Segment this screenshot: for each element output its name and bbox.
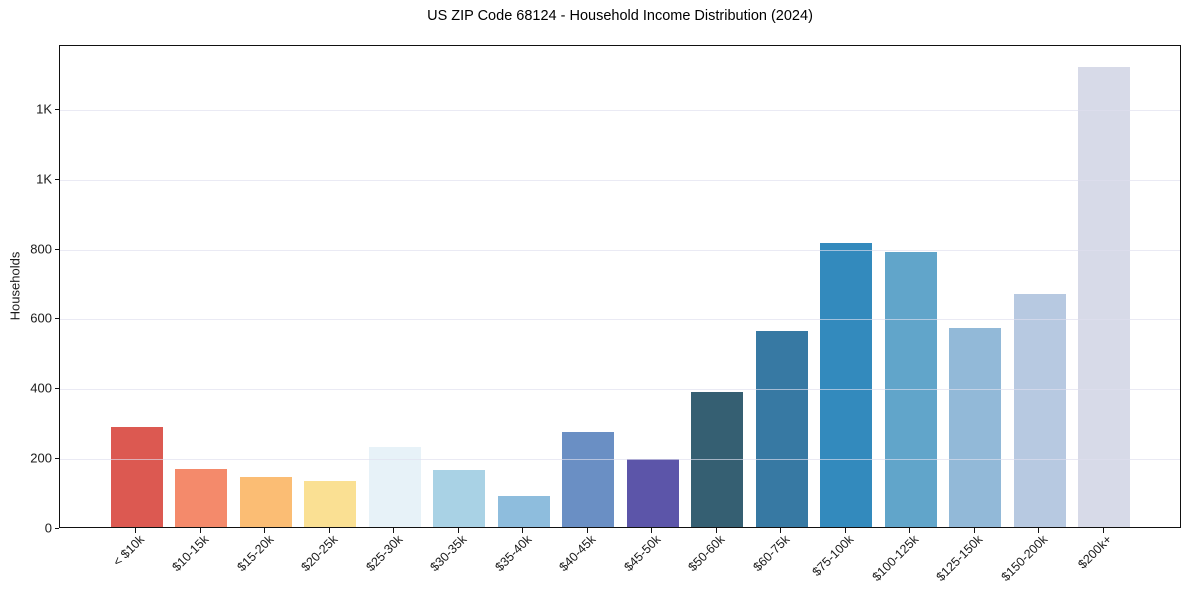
x-tick-mark	[844, 528, 846, 533]
bar	[626, 458, 679, 527]
bar	[368, 447, 421, 527]
y-tick-label: 0	[44, 520, 52, 536]
gridline	[60, 319, 1180, 321]
y-tick-mark	[55, 178, 59, 180]
y-tick-mark	[55, 108, 59, 110]
x-tick-label: < $10k	[110, 532, 147, 569]
gridline	[60, 109, 1180, 111]
gridline	[60, 459, 1180, 461]
plot-area	[59, 45, 1181, 528]
x-tick-label: $150-200k	[998, 532, 1050, 584]
bar	[1078, 67, 1131, 527]
bar	[820, 243, 873, 527]
x-tick-mark	[780, 528, 782, 533]
x-tick-mark	[1102, 528, 1104, 533]
y-tick-label: 1K	[36, 101, 52, 117]
y-tick-mark	[55, 458, 59, 460]
x-tick-label: $35-40k	[492, 532, 534, 575]
x-tick-mark	[199, 528, 201, 533]
bar	[949, 327, 1002, 527]
y-tick-label: 200	[30, 450, 52, 466]
x-tick-mark	[715, 528, 717, 533]
bar	[562, 432, 615, 527]
x-tick-mark	[909, 528, 911, 533]
bar	[304, 481, 357, 527]
bar	[497, 495, 550, 527]
x-tick-mark	[328, 528, 330, 533]
y-axis-label: Households	[7, 251, 23, 321]
x-tick-mark	[393, 528, 395, 533]
y-tick-mark	[55, 248, 59, 250]
x-tick-label: $50-60k	[685, 532, 728, 575]
x-tick-label: $10-15k	[169, 532, 212, 575]
x-tick-label: $30-35k	[427, 532, 470, 575]
y-tick-mark	[55, 318, 59, 320]
gridline	[60, 249, 1180, 251]
bar	[433, 470, 486, 527]
bar	[884, 252, 937, 527]
x-tick-label: $20-25k	[298, 532, 341, 575]
chart-title: US ZIP Code 68124 - Household Income Dis…	[427, 8, 813, 24]
y-tick-mark	[55, 528, 59, 529]
gridline	[60, 179, 1180, 181]
bar	[691, 392, 744, 527]
x-tick-mark	[522, 528, 524, 533]
y-tick-label: 800	[30, 241, 52, 257]
x-tick-mark	[264, 528, 266, 533]
x-tick-label: $40-45k	[556, 532, 599, 575]
bar	[1013, 293, 1066, 527]
x-tick-label: $15-20k	[234, 532, 276, 575]
x-tick-label: $75-100k	[809, 532, 857, 580]
x-tick-mark	[135, 528, 137, 533]
bar	[175, 469, 228, 527]
x-tick-label: $25-30k	[363, 532, 405, 575]
x-tick-mark	[586, 528, 588, 533]
x-tick-label: $100-125k	[869, 532, 921, 584]
x-tick-mark	[1038, 528, 1040, 533]
x-tick-label: $200k+	[1075, 532, 1115, 572]
x-tick-label: $125-150k	[933, 532, 986, 584]
bar	[755, 330, 808, 527]
y-tick-label: 1K	[36, 171, 52, 187]
bar	[239, 477, 292, 527]
x-tick-mark	[651, 528, 653, 533]
x-tick-label: $60-75k	[750, 532, 792, 575]
bar	[110, 427, 163, 527]
x-tick-label: $45-50k	[621, 532, 663, 575]
y-tick-label: 600	[30, 310, 52, 326]
gridline	[60, 389, 1180, 391]
y-tick-label: 400	[30, 380, 52, 396]
x-tick-mark	[973, 528, 975, 533]
x-tick-mark	[457, 528, 459, 533]
y-tick-mark	[55, 388, 59, 390]
